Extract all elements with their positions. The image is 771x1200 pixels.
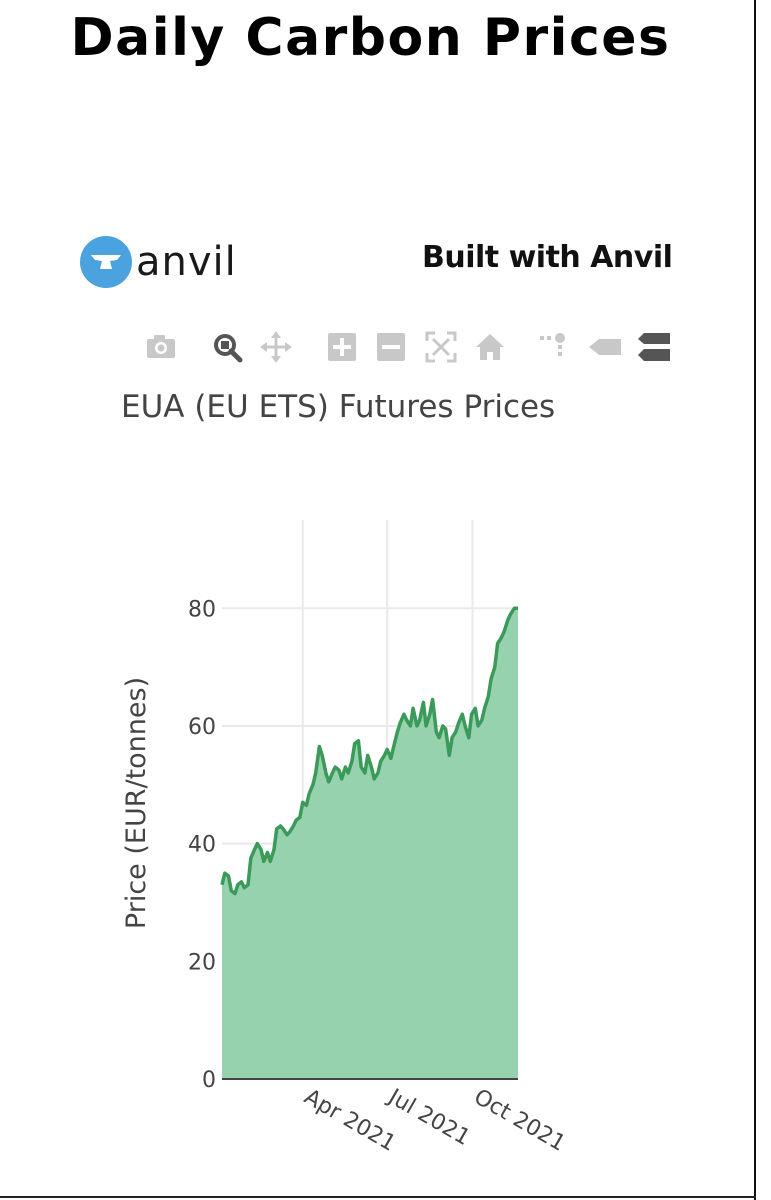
built-with-anvil-link[interactable]: Built with Anvil <box>422 240 673 275</box>
pan-button[interactable] <box>259 330 293 364</box>
reset-axes-button[interactable] <box>473 330 507 364</box>
zoom-out-button[interactable] <box>374 330 408 364</box>
hover-closest-button[interactable] <box>588 330 622 364</box>
spike-lines-button[interactable] <box>538 330 572 364</box>
zoom-in-button[interactable] <box>325 330 359 364</box>
camera-icon <box>147 335 175 358</box>
y-tick-label: 40 <box>188 833 216 858</box>
pan-icon <box>260 331 292 363</box>
window-right-border <box>754 0 756 1200</box>
anvil-shape <box>91 255 121 269</box>
zoom-in-icon <box>328 333 356 361</box>
chart-title: EUA (EU ETS) Futures Prices <box>121 389 556 425</box>
autoscale-button[interactable] <box>424 330 458 364</box>
home-icon <box>476 334 504 360</box>
x-tick-label: Apr 2021 <box>300 1085 400 1157</box>
price-line <box>220 606 519 896</box>
x-tick-label: Oct 2021 <box>470 1085 570 1157</box>
autoscale-icon <box>425 331 457 363</box>
window-bottom-border <box>0 1196 756 1198</box>
anvil-logo[interactable]: anvil <box>80 236 237 288</box>
y-tick-label: 0 <box>202 1068 216 1093</box>
zoom-out-icon <box>377 333 405 361</box>
hover-compare-icon <box>638 333 670 361</box>
page-title: Daily Carbon Prices <box>70 8 671 68</box>
hover-compare-button[interactable] <box>637 330 671 364</box>
plot-modebar <box>0 330 771 364</box>
y-axis-label: Price (EUR/tonnes) <box>121 677 152 929</box>
y-tick-label: 60 <box>188 715 216 740</box>
anvil-logo-text: anvil <box>136 239 237 285</box>
anvil-logo-icon <box>80 236 132 288</box>
area-fill <box>222 608 518 1079</box>
zoom-button[interactable] <box>210 330 244 364</box>
zoom-icon <box>214 334 243 363</box>
camera-button[interactable] <box>144 330 178 364</box>
spikelines-icon <box>540 333 565 356</box>
hover-closest-icon <box>589 339 621 355</box>
y-tick-label: 80 <box>188 597 216 622</box>
y-tick-label: 20 <box>188 950 216 975</box>
